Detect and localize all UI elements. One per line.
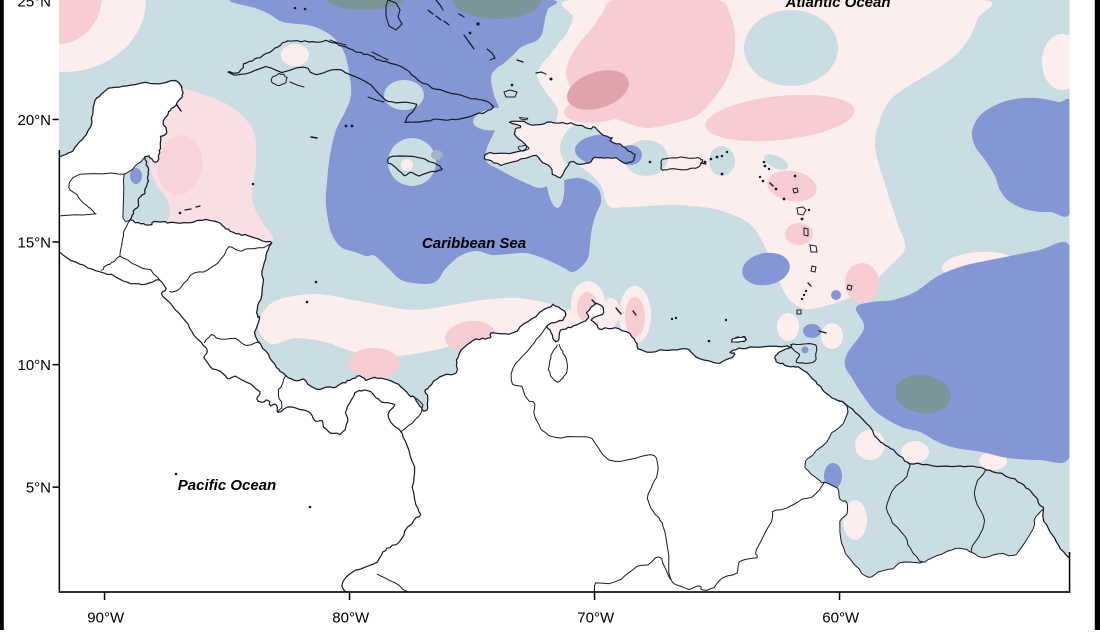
svg-text:10°N: 10°N [17, 357, 51, 374]
svg-text:60°W: 60°W [822, 609, 860, 626]
svg-text:Caribbean Sea: Caribbean Sea [422, 235, 526, 252]
svg-text:5°N: 5°N [26, 480, 51, 497]
svg-text:15°N: 15°N [17, 234, 51, 251]
svg-text:Pacific Ocean: Pacific Ocean [178, 477, 276, 494]
svg-text:90°W: 90°W [87, 609, 125, 626]
svg-text:70°W: 70°W [577, 609, 615, 626]
svg-text:Atlantic Ocean: Atlantic Ocean [784, 0, 890, 11]
svg-text:20°N: 20°N [17, 112, 51, 129]
svg-text:25°N: 25°N [17, 0, 51, 10]
svg-text:80°W: 80°W [332, 609, 370, 626]
